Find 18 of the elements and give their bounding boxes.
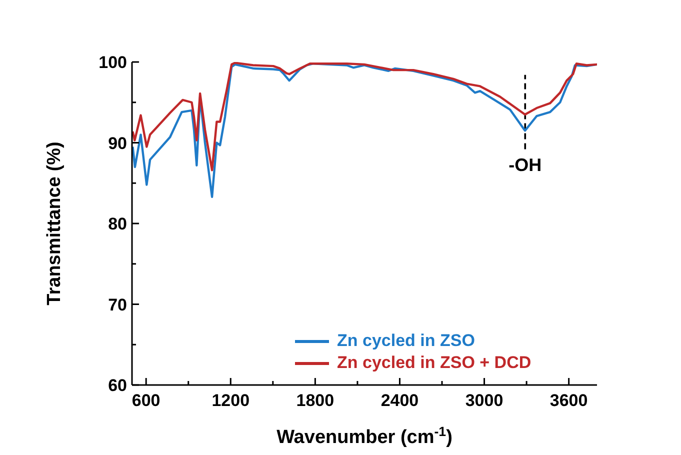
x-tick-label: 1800 — [296, 391, 334, 410]
x-tick-label: 3000 — [465, 391, 504, 410]
x-tick-label: 3600 — [550, 391, 588, 410]
x-axis-title: Wavenumber (cm$^{-1}$) — [276, 424, 452, 448]
line-series — [132, 62, 597, 172]
x-tick-label: 600 — [132, 391, 160, 410]
legend-label: Zn cycled in ZSO + DCD — [337, 352, 532, 374]
ref-line-label: -OH — [508, 155, 542, 176]
y-tick-label: 100 — [98, 53, 127, 72]
line-series — [132, 62, 597, 198]
y-axis-title: Transmittance (%) — [44, 142, 65, 306]
y-tick-label: 80 — [108, 214, 127, 234]
x-tick-label: 2400 — [380, 391, 419, 410]
y-tick-label: 70 — [108, 295, 127, 314]
y-tick-label: 60 — [108, 376, 127, 395]
legend-label: Zn cycled in ZSO — [337, 330, 475, 352]
y-tick-label: 90 — [108, 134, 127, 153]
x-tick-label: 1200 — [212, 391, 250, 410]
